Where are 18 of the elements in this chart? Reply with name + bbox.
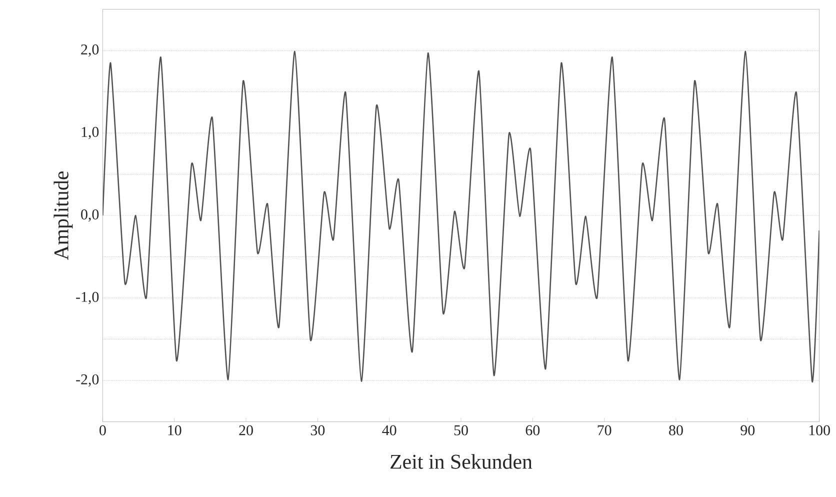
x-tick-label: 20 — [239, 425, 253, 436]
y-tick-label: 2,0 — [81, 44, 99, 57]
x-axis-title: Zeit in Sekunden — [390, 454, 532, 469]
y-tick-label: 1,0 — [82, 126, 99, 140]
x-tick-label: 40 — [382, 425, 396, 436]
y-tick-label: -2,0 — [76, 374, 99, 387]
x-tick-label: 30 — [310, 425, 325, 436]
x-tick-label: 10 — [168, 425, 182, 436]
x-tick-label: 70 — [598, 425, 612, 436]
x-tick-label: 60 — [526, 425, 540, 436]
y-tick-label: -1,0 — [76, 292, 99, 304]
x-tick-label: 50 — [454, 425, 468, 436]
x-tick-label: 0 — [100, 425, 106, 436]
x-tick-label: 80 — [669, 425, 683, 436]
x-tick-label: 90 — [740, 425, 755, 436]
y-axis-title: Amplitude — [54, 171, 73, 260]
x-tick-label: 100 — [809, 425, 830, 436]
y-tick-label: 0,0 — [81, 209, 99, 222]
